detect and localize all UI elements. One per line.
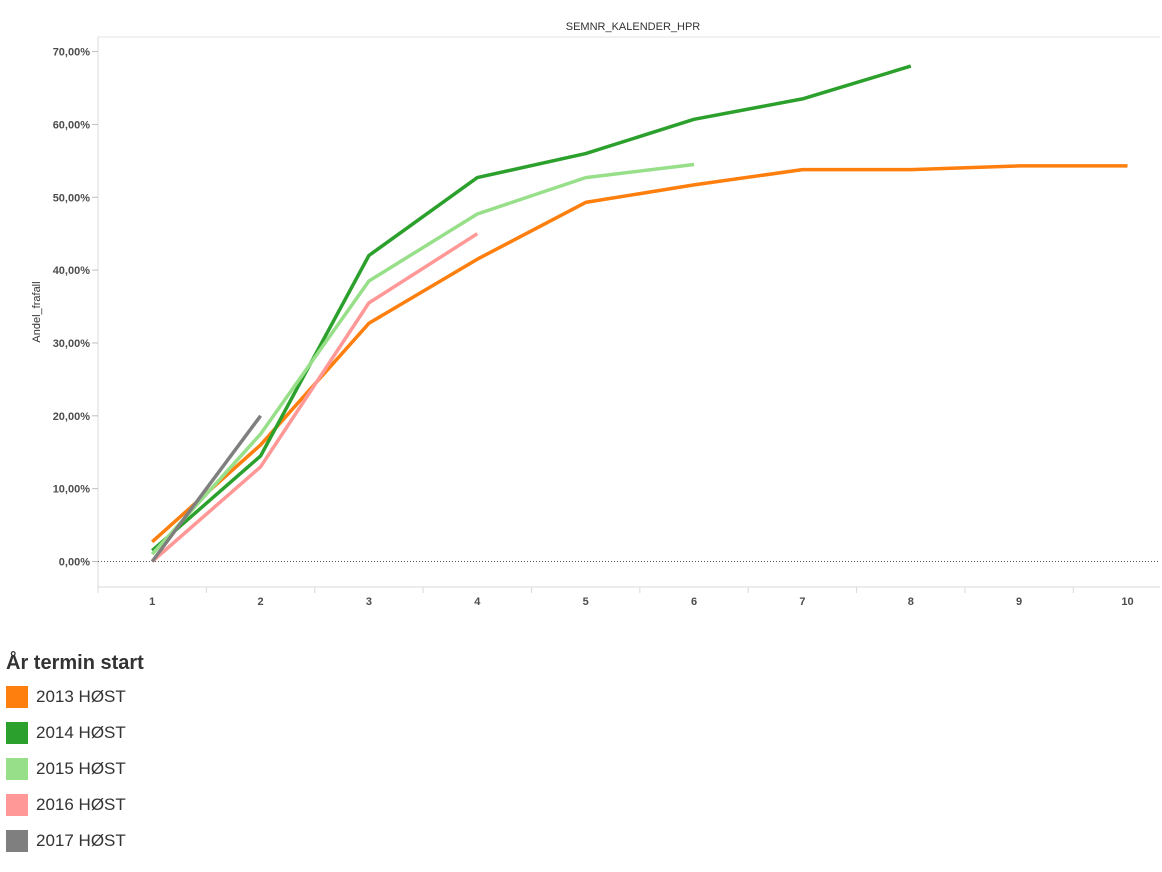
legend-title: År termin start bbox=[6, 652, 144, 674]
series-line bbox=[151, 64, 912, 552]
y-tick-label: 60,00% bbox=[53, 119, 91, 131]
legend-item: 2016 HØST bbox=[6, 787, 144, 823]
x-tick-label: 9 bbox=[1016, 596, 1022, 608]
y-tick-label: 30,00% bbox=[53, 338, 91, 350]
legend-label: 2015 HØST bbox=[36, 759, 126, 778]
legend-label: 2017 HØST bbox=[36, 831, 126, 850]
x-tick-label: 7 bbox=[799, 596, 805, 608]
legend-swatch bbox=[6, 722, 28, 744]
legend-swatch bbox=[6, 686, 28, 708]
y-tick-label: 70,00% bbox=[53, 47, 91, 59]
legend-swatch bbox=[6, 830, 28, 852]
y-tick-label: 0,00% bbox=[59, 557, 90, 569]
y-tick-label: 50,00% bbox=[53, 192, 91, 204]
legend-item: 2013 HØST bbox=[6, 679, 144, 715]
x-tick-label: 10 bbox=[1121, 596, 1133, 608]
legend-label: 2014 HØST bbox=[36, 723, 126, 742]
legend-swatch bbox=[6, 758, 28, 780]
y-axis-ticks: 0,00% 10,00% 20,00% 30,00% 40,00% 50,00% 60,00… bbox=[53, 47, 1160, 569]
x-tick-label: 4 bbox=[474, 596, 481, 608]
y-tick-label: 10,00% bbox=[53, 484, 91, 496]
x-tick-label: 1 bbox=[149, 596, 155, 608]
series-lines bbox=[150, 64, 1128, 563]
x-tick-label: 3 bbox=[366, 596, 372, 608]
x-tick-label: 8 bbox=[908, 596, 914, 608]
legend-items: 2013 HØST 2014 HØST 2015 HØST 2016 HØST 2017… bbox=[6, 679, 144, 859]
y-tick-label: 40,00% bbox=[53, 265, 91, 277]
legend-item: 2015 HØST bbox=[6, 751, 144, 787]
legend-item: 2017 HØST bbox=[6, 823, 144, 859]
y-axis-title: Andel_frafall bbox=[31, 281, 43, 342]
chart-title: SEMNR_KALENDER_HPR bbox=[566, 21, 701, 33]
legend-label: 2016 HØST bbox=[36, 795, 126, 814]
series-line bbox=[150, 414, 263, 563]
series-line bbox=[150, 162, 695, 556]
legend-swatch bbox=[6, 794, 28, 816]
legend-label: 2013 HØST bbox=[36, 687, 126, 706]
series-line bbox=[151, 164, 1128, 544]
y-tick-label: 20,00% bbox=[53, 411, 91, 423]
series-line bbox=[151, 232, 479, 563]
x-tick-label: 5 bbox=[583, 596, 589, 608]
legend: År termin start 2013 HØST 2014 HØST 2015 H… bbox=[6, 652, 144, 859]
line-chart: SEMNR_KALENDER_HPR Andel_frafall 0,00%10… bbox=[31, 21, 1160, 608]
legend-item: 2014 HØST bbox=[6, 715, 144, 751]
x-tick-label: 2 bbox=[257, 596, 263, 608]
x-tick-label: 6 bbox=[691, 596, 697, 608]
x-axis-ticks: 1 2 3 4 5 6 7 8 9 10 bbox=[97, 587, 1134, 608]
